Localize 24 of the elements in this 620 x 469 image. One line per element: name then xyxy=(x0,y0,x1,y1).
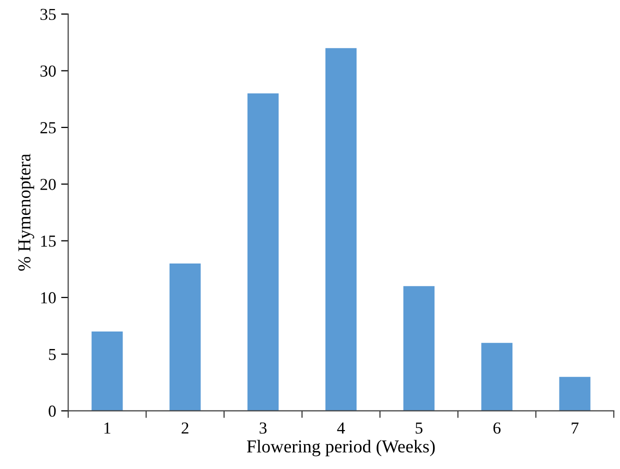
bar xyxy=(481,342,512,411)
bar xyxy=(170,263,201,411)
y-tick-label: 10 xyxy=(41,292,56,304)
x-tick-label: 4 xyxy=(337,422,345,434)
x-tick-label: 7 xyxy=(572,422,579,434)
y-tick-label: 15 xyxy=(41,236,56,247)
y-tick-label: 0 xyxy=(48,406,56,417)
bar xyxy=(92,331,123,411)
x-axis-title: Flowering period (Weeks) xyxy=(246,440,435,456)
y-tick-label: 5 xyxy=(49,349,56,360)
x-tick-label: 5 xyxy=(416,422,422,434)
y-tick-label: 20 xyxy=(40,178,56,190)
x-tick-label: 1 xyxy=(104,422,110,434)
bar xyxy=(559,376,590,411)
bar xyxy=(247,93,279,411)
y-tick-label: 25 xyxy=(40,122,56,134)
y-tick-label: 35 xyxy=(40,8,56,20)
y-tick-label: 30 xyxy=(40,65,56,77)
bar xyxy=(325,48,357,411)
x-tick-label: 6 xyxy=(493,422,501,434)
x-tick-label: 2 xyxy=(182,422,188,434)
bar xyxy=(403,286,435,411)
y-axis-title: % Hymenoptera xyxy=(18,154,34,271)
x-tick-label: 3 xyxy=(260,422,267,434)
